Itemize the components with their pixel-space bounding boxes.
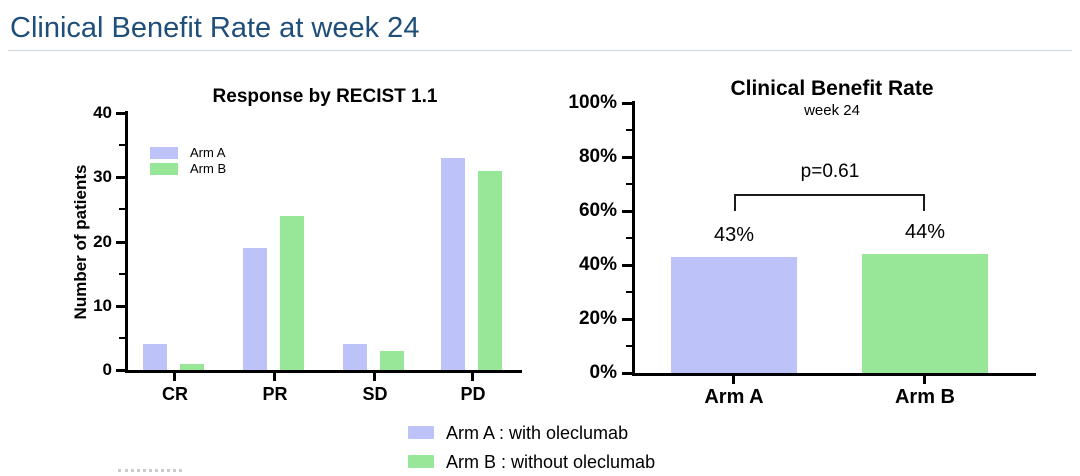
left-chart-y-tick-label: 40 — [93, 103, 112, 122]
left-chart-x-tick-label: PR — [262, 384, 288, 404]
bar-value-label: 43% — [713, 223, 755, 246]
right-chart-y-tick-label: 60% — [578, 200, 617, 221]
p-bracket-right-end — [923, 194, 925, 211]
p-bracket-left-end — [734, 194, 736, 211]
left-chart-y-minor-tick — [119, 208, 125, 211]
right-chart-y-minor-tick — [626, 183, 632, 185]
p-value-annotation: p=0.61 — [800, 161, 860, 182]
bar-arma-cr — [143, 344, 167, 370]
left-chart-x-tick — [373, 373, 376, 381]
right-chart-y-tick-label: 20% — [578, 308, 617, 329]
right-chart-y-tick — [622, 372, 632, 375]
left-chart-legend-swatch-arm-a — [150, 147, 178, 159]
bottom-legend-swatch-arm-a — [408, 426, 434, 439]
right-chart-y-tick — [622, 264, 632, 267]
left-chart-y-axis — [125, 111, 128, 373]
bottom-legend-label: Arm B : without oleclumab — [446, 452, 656, 472]
left-chart-x-tick — [173, 373, 176, 381]
left-chart-legend-swatch-arm-b — [150, 163, 178, 175]
left-chart-y-tick-label: 10 — [93, 295, 112, 315]
bar-armb-sd — [380, 350, 404, 370]
left-chart-y-minor-tick — [119, 144, 125, 147]
right-chart-x-tick-label: Arm B — [894, 386, 955, 408]
right-chart-y-tick-label: 100% — [568, 92, 617, 113]
right-chart-y-axis — [632, 101, 635, 376]
left-chart-legend-label: Arm B — [190, 161, 227, 176]
left-chart-title: Response by RECIST 1.1 — [212, 86, 438, 107]
left-chart-y-minor-tick — [119, 272, 125, 275]
right-chart-subtitle: week 24 — [804, 102, 860, 119]
bar-value-label: 44% — [904, 221, 946, 244]
bar-arma-pr — [243, 247, 267, 370]
left-chart-legend-label: Arm A — [190, 145, 226, 160]
right-chart-y-tick — [622, 156, 632, 159]
right-chart-y-minor-tick — [626, 129, 632, 131]
right-chart-y-minor-tick — [626, 237, 632, 239]
left-chart-y-tick — [116, 304, 125, 308]
left-chart-y-tick-label: 20 — [93, 231, 112, 251]
left-chart-x-tick-label: PD — [460, 384, 486, 404]
bottom-legend-swatch-arm-b — [408, 455, 434, 468]
title-underline — [8, 50, 1072, 51]
left-chart-x-tick-label: CR — [162, 384, 188, 404]
right-chart-y-minor-tick — [626, 345, 632, 347]
bar-arma-pd — [441, 157, 465, 370]
bar-armb — [862, 254, 988, 373]
right-chart-y-tick-label: 40% — [578, 254, 617, 275]
bar-armb-cr — [180, 363, 204, 370]
right-chart-y-tick — [622, 318, 632, 321]
right-chart-y-minor-tick — [626, 291, 632, 293]
left-chart-y-tick — [116, 112, 125, 115]
bar-arma-sd — [343, 344, 367, 370]
right-chart-y-tick-label: 80% — [578, 146, 617, 167]
bar-arma — [671, 256, 797, 373]
right-chart-y-tick — [622, 210, 632, 213]
watermark-marks — [118, 469, 182, 476]
left-chart-y-minor-tick — [119, 336, 125, 339]
left-chart-x-tick — [471, 373, 474, 381]
bottom-legend-label: Arm A : with oleclumab — [446, 423, 629, 443]
left-chart-y-tick-label: 30 — [93, 167, 112, 187]
left-chart-y-tick — [116, 240, 125, 244]
page-title: Clinical Benefit Rate at week 24 — [10, 12, 420, 44]
right-chart-x-tick-label: Arm A — [704, 386, 764, 408]
right-chart-x-axis — [632, 373, 1036, 376]
right-chart-y-tick — [622, 102, 632, 105]
right-chart-x-tick — [923, 376, 926, 384]
p-bracket-horizontal — [734, 194, 925, 196]
right-chart-x-tick — [732, 376, 735, 384]
right-chart-y-tick-label: 0% — [589, 362, 617, 383]
bar-armb-pd — [478, 170, 502, 370]
right-chart-title: Clinical Benefit Rate — [730, 77, 934, 100]
left-chart-x-axis — [125, 370, 522, 373]
left-chart-y-tick-label: 0 — [102, 360, 112, 379]
left-chart-y-tick — [116, 369, 125, 372]
left-chart-x-tick — [273, 373, 276, 381]
bar-armb-pr — [280, 215, 304, 370]
left-chart-y-tick — [116, 176, 125, 180]
left-chart-x-tick-label: SD — [362, 384, 388, 404]
